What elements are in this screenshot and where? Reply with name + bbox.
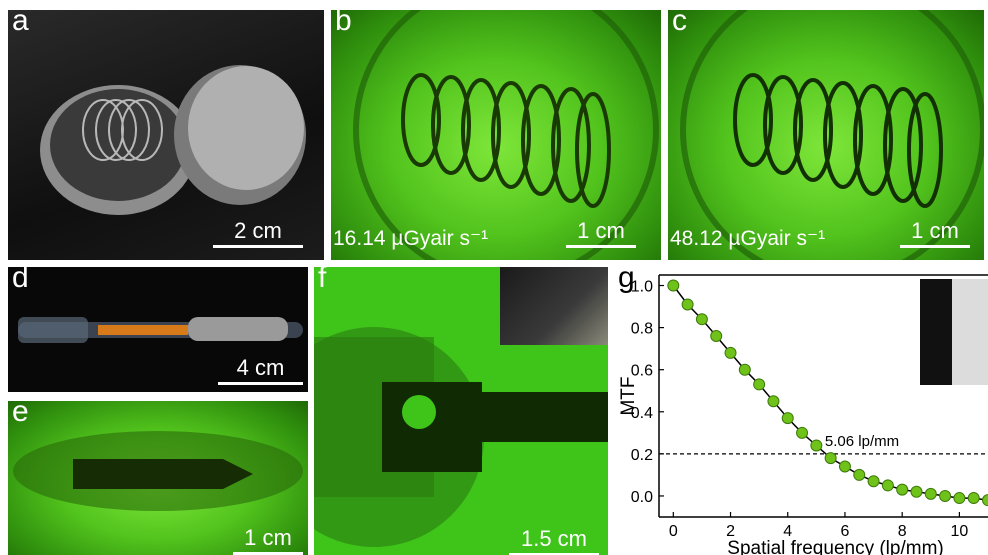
- panel-f-label: f: [318, 267, 327, 294]
- panel-c-dose: 48.12 µGyair s⁻¹: [670, 227, 826, 250]
- x-tick-label: 0: [669, 523, 678, 540]
- data-point: [881, 479, 894, 492]
- x-tick-label: 6: [841, 523, 850, 540]
- data-point: [738, 363, 751, 376]
- spring-xray-image-c: [680, 10, 984, 260]
- spring-xray-image-b: [353, 10, 659, 260]
- data-point: [824, 452, 837, 465]
- panel-a-scale-bar: 2 cm: [213, 220, 303, 248]
- data-point: [810, 439, 823, 452]
- panel-c-label: c: [672, 10, 687, 37]
- y-tick-label: 0.6: [631, 363, 653, 380]
- key-xray-image: [314, 327, 608, 547]
- data-point: [710, 330, 723, 343]
- x-tick-label: 4: [783, 523, 792, 540]
- data-point: [781, 412, 794, 425]
- pen-xray-image: [13, 431, 303, 511]
- panel-b-dose: 16.14 µGyair s⁻¹: [333, 227, 489, 250]
- panel-g: g 0.0 0.2 0.4 0.6 0.8 1.0 0 2 4 6 8 10 Spatial frequ…: [614, 267, 988, 555]
- panel-b-label: b: [335, 10, 352, 37]
- x-axis-label: Spatial frequency (lp/mm): [727, 538, 943, 555]
- panel-f-scale-text: 1.5 cm: [520, 526, 588, 551]
- y-tick-label: 0.8: [631, 321, 653, 338]
- panel-a: a 2 cm: [8, 10, 324, 260]
- panel-f-scale-bar: 1.5 cm: [509, 528, 599, 555]
- panel-c-scale-bar: 1 cm: [900, 220, 970, 248]
- mtf-chart: 0.0 0.2 0.4 0.6 0.8 1.0 0 2 4 6 8 10 Spatial frequen…: [618, 274, 988, 555]
- panel-a-scale-text: 2 cm: [234, 218, 282, 243]
- panel-b-scale-text: 1 cm: [577, 218, 625, 243]
- x-tick-label: 10: [950, 523, 968, 540]
- spring-tin-photo: [40, 65, 306, 215]
- data-point: [753, 378, 766, 391]
- panel-e: e 1 cm: [8, 401, 308, 555]
- panel-b: b 16.14 µGyair s⁻¹ 1 cm: [331, 10, 661, 260]
- y-tick-label: 0.4: [631, 405, 653, 422]
- panel-d-scale-text: 4 cm: [236, 355, 285, 380]
- panel-a-label: a: [12, 10, 29, 37]
- data-point: [953, 492, 966, 505]
- data-point: [896, 483, 909, 496]
- key-photo-inset: [500, 267, 608, 345]
- data-point: [910, 485, 923, 498]
- panel-d: d 4 cm: [8, 267, 308, 392]
- y-tick-label: 0.0: [631, 489, 653, 506]
- data-point: [967, 492, 980, 505]
- pen-photo: [18, 317, 303, 343]
- panel-e-label: e: [12, 401, 29, 428]
- panel-g-label: g: [618, 267, 635, 294]
- x-tick-label: 8: [898, 523, 907, 540]
- panel-c: c 48.12 µGyair s⁻¹ 1 cm: [668, 10, 984, 260]
- data-point: [939, 489, 952, 502]
- panel-e-scale-text: 1 cm: [244, 525, 292, 550]
- panel-d-scale-bar: 4 cm: [218, 357, 303, 385]
- threshold-annotation: 5.06 lp/mm: [825, 433, 899, 450]
- y-tick-label: 1.0: [631, 279, 653, 296]
- data-point: [867, 475, 880, 488]
- x-tick-label: 2: [726, 523, 735, 540]
- edge-inset-bright: [952, 279, 988, 385]
- data-point: [767, 395, 780, 408]
- panel-f: f 1.5 cm: [314, 267, 608, 555]
- data-point: [695, 313, 708, 326]
- data-point: [796, 426, 809, 439]
- data-point: [982, 494, 988, 507]
- y-axis-label: MTF: [618, 376, 639, 415]
- data-point: [667, 279, 680, 292]
- panel-e-scale-bar: 1 cm: [233, 527, 303, 555]
- data-point: [853, 468, 866, 481]
- data-point: [681, 298, 694, 311]
- panel-b-scale-bar: 1 cm: [566, 220, 636, 248]
- data-point: [838, 460, 851, 473]
- panel-c-scale-text: 1 cm: [911, 218, 959, 243]
- data-point: [924, 487, 937, 500]
- y-tick-label: 0.2: [631, 447, 653, 464]
- data-point: [724, 346, 737, 359]
- panel-d-label: d: [12, 267, 29, 294]
